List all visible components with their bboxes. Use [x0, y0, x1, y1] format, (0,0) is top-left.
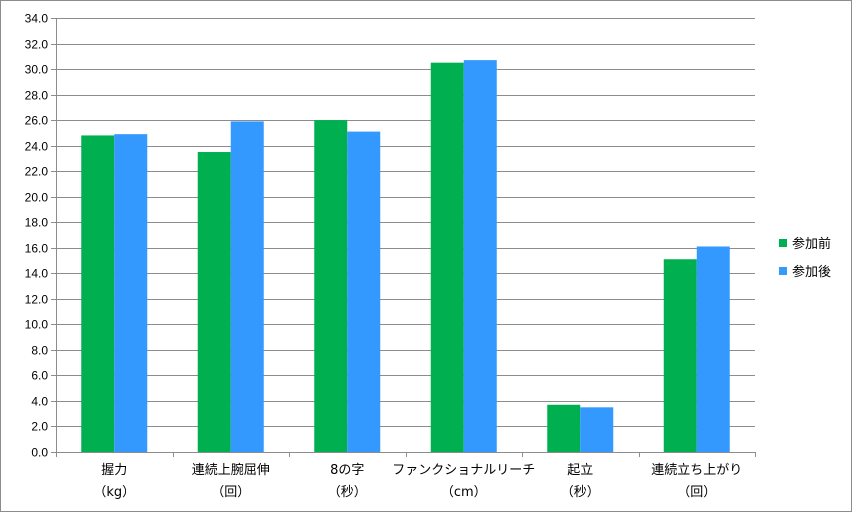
category-name: 連続立ち上がり	[651, 463, 742, 478]
category-label: 起立 （秒）	[561, 463, 600, 500]
x-axis-categories: 握力 （kg） 連続上腕屈伸 （回） 8の字 （秒） ファンクショナルリーチ （cm） 起立 （秒…	[56, 452, 756, 500]
bar-参加前-0	[81, 135, 115, 452]
bar-参加後-5	[696, 246, 730, 452]
bar-参加前-5	[663, 259, 697, 452]
category-name: 握力	[101, 463, 127, 478]
y-tick-label: 24.0	[25, 140, 49, 154]
y-tick-label: 14.0	[25, 267, 49, 281]
category-label: ファンクショナルリーチ （cm）	[392, 463, 535, 500]
category-unit: （cm）	[441, 485, 487, 500]
gridlines	[56, 18, 755, 453]
category-name: 起立	[567, 463, 593, 478]
bar-参加後-2	[347, 131, 381, 452]
bar-参加後-1	[230, 121, 264, 453]
bar-参加前-3	[430, 62, 464, 452]
y-tick-label: 30.0	[25, 63, 49, 77]
category-unit: （回）	[211, 485, 250, 500]
y-tick-label: 12.0	[25, 293, 49, 307]
y-tick-label: 22.0	[25, 165, 49, 179]
legend-swatch	[779, 239, 787, 247]
bar-参加前-1	[197, 152, 231, 452]
y-tick-label: 8.0	[31, 344, 48, 358]
y-tick-label: 32.0	[25, 38, 49, 52]
category-unit: （kg）	[93, 485, 135, 500]
category-label: 8の字 （秒）	[328, 463, 367, 500]
y-tick-label: 16.0	[25, 242, 49, 256]
category-unit: （秒）	[561, 485, 600, 500]
category-name: 8の字	[330, 463, 364, 478]
y-tick-label: 28.0	[25, 89, 49, 103]
category-unit: （回）	[677, 485, 716, 500]
legend-swatch	[779, 267, 787, 275]
bar-参加前-2	[314, 120, 348, 452]
legend-label: 参加後	[792, 264, 831, 280]
y-tick-label: 34.0	[25, 12, 49, 26]
y-tick-label: 18.0	[25, 216, 49, 230]
category-name: 連続上腕屈伸	[192, 462, 270, 478]
category-label: 握力 （kg）	[93, 463, 135, 500]
category-label: 連続上腕屈伸 （回）	[192, 462, 270, 500]
bar-参加後-4	[580, 407, 614, 452]
bar-参加後-3	[463, 60, 497, 452]
y-tick-label: 20.0	[25, 191, 49, 205]
category-unit: （秒）	[328, 485, 367, 500]
y-tick-label: 10.0	[25, 318, 49, 332]
category-label: 連続立ち上がり （回）	[651, 463, 742, 500]
y-tick-label: 6.0	[31, 369, 48, 383]
legend-label: 参加前	[792, 236, 831, 252]
bar-参加後-0	[114, 134, 148, 453]
y-tick-label: 26.0	[25, 114, 49, 128]
y-tick-label: 4.0	[31, 395, 48, 409]
y-tick-label: 0.0	[31, 446, 48, 460]
y-axis-ticks: 0.0 2.0 4.0 6.0 8.0 10.0 12.0 14.0 16.0 18.0 20.0 2…	[25, 12, 56, 460]
bar-参加前-4	[547, 404, 581, 452]
category-name: ファンクショナルリーチ	[392, 463, 535, 478]
y-tick-label: 2.0	[31, 420, 48, 434]
bars	[81, 60, 730, 453]
